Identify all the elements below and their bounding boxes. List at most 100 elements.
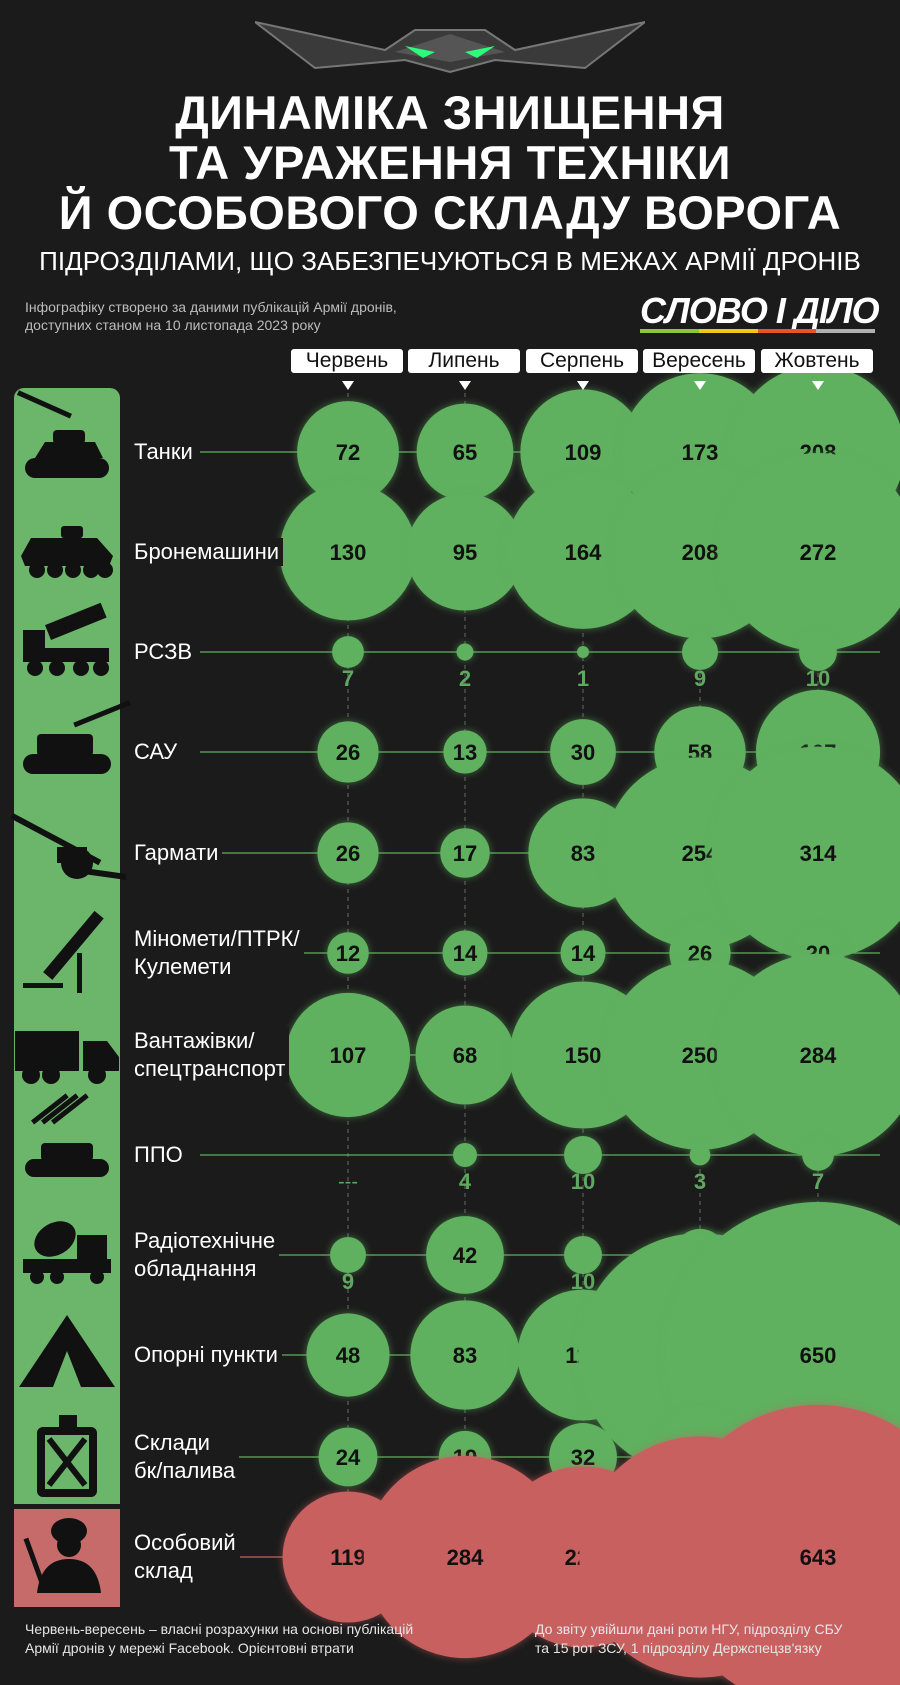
source-note-line-2: доступних станом на 10 листопада 2023 ро… xyxy=(25,317,321,333)
bubble xyxy=(297,401,399,503)
page-subtitle: ПІДРОЗДІЛАМИ, ЩО ЗАБЕЗПЕЧУЮТЬСЯ В МЕЖАХ … xyxy=(39,246,861,276)
bubble xyxy=(560,930,606,976)
month-arrow-icon xyxy=(459,381,471,390)
value-label: 4 xyxy=(459,1169,472,1194)
row-label-line: Вантажівки/ xyxy=(134,1028,255,1053)
bubble xyxy=(330,1237,366,1273)
fuel-can-icon xyxy=(37,1415,97,1497)
month-arrow-icon xyxy=(694,381,706,390)
bubble xyxy=(318,1427,378,1487)
bubble xyxy=(410,1300,520,1410)
row-label: РСЗВ xyxy=(134,638,197,666)
bubble xyxy=(285,992,411,1118)
value-label: 26 xyxy=(336,841,360,866)
bubble xyxy=(415,1005,515,1105)
rocket-launcher-icon xyxy=(23,602,109,676)
month-label: Вересень xyxy=(643,349,755,373)
month-label: Жовтень xyxy=(761,349,873,373)
value-label: 109 xyxy=(565,440,602,465)
value-label: 284 xyxy=(447,1545,484,1570)
value-label: 95 xyxy=(453,540,477,565)
row-label-line: Кулемети xyxy=(134,954,232,979)
bubble xyxy=(719,453,900,651)
row-label: Танки xyxy=(134,438,197,466)
value-label: 83 xyxy=(571,841,595,866)
value-label: 314 xyxy=(800,841,837,866)
value-label: 107 xyxy=(330,1043,367,1068)
value-label: 119 xyxy=(330,1545,366,1570)
source-note-line-1: Інфографіку створено за даними публікаці… xyxy=(25,299,397,315)
bubble xyxy=(453,1143,477,1167)
bubble xyxy=(317,721,379,783)
bubble xyxy=(456,643,474,661)
footnote-right-line-2: та 15 рот ЗСУ, 1 підрозділу Держспецзв'я… xyxy=(535,1640,822,1656)
drone-icon xyxy=(255,21,645,74)
bubble xyxy=(406,493,524,611)
row-label-line: спецтранспорт xyxy=(134,1056,286,1081)
value-label: 30 xyxy=(571,740,595,765)
row-label-line: Опорні пункти xyxy=(134,1342,278,1367)
value-label: 13 xyxy=(453,740,477,765)
bubble xyxy=(550,719,616,785)
row-label: Радіотехнічне обладнання xyxy=(134,1227,280,1283)
row-label-line: Радіотехнічне xyxy=(134,1228,276,1253)
bubble xyxy=(442,930,488,976)
mortar-icon xyxy=(23,910,104,993)
howitzer-icon xyxy=(10,813,127,880)
month-label: Червень xyxy=(291,349,403,373)
value-label: 9 xyxy=(342,1269,354,1294)
soldier-icon xyxy=(23,1518,101,1593)
row-label-line: Особовий xyxy=(134,1530,236,1555)
bubble xyxy=(564,1136,602,1174)
value-label: 130 xyxy=(330,540,367,565)
row-label-line: ППО xyxy=(134,1142,183,1167)
title-line-2: ТА УРАЖЕННЯ ТЕХНІКИ xyxy=(168,136,732,189)
logo-stripe-segment xyxy=(698,329,758,333)
bubble xyxy=(440,828,490,878)
footnote-right: До звіту увійшли дані роти НГУ, підрозді… xyxy=(535,1620,842,1658)
value-label: 2 xyxy=(459,666,471,691)
bubble xyxy=(317,822,379,884)
month-arrow-icon xyxy=(342,381,354,390)
value-label: 42 xyxy=(453,1243,477,1268)
bubble xyxy=(426,1216,504,1294)
value-label: 24 xyxy=(336,1445,361,1470)
row-label-line: Склади xyxy=(134,1430,210,1455)
logo-stripe xyxy=(640,329,875,333)
row-label-line: Міномети/ПТРК/ xyxy=(134,926,300,951)
row-label-line: обладнання xyxy=(134,1256,257,1281)
month-label: Серпень xyxy=(526,349,638,373)
logo-stripe-segment xyxy=(640,329,699,333)
bubble xyxy=(506,475,660,629)
value-label: 10 xyxy=(806,666,830,691)
value-label: 643 xyxy=(800,1545,837,1570)
bubble xyxy=(306,1313,390,1397)
value-label: 26 xyxy=(336,740,360,765)
bubble xyxy=(327,932,369,974)
value-label: 83 xyxy=(453,1343,477,1368)
value-label: 7 xyxy=(812,1169,824,1194)
value-label: 173 xyxy=(682,440,719,465)
row-label-line: склад xyxy=(134,1558,193,1583)
footnote-left-line-1: Червень-вересень – власні розрахунки на … xyxy=(25,1621,414,1637)
value-label: 284 xyxy=(800,1043,837,1068)
footnote-right-line-1: До звіту увійшли дані роти НГУ, підрозді… xyxy=(535,1621,843,1637)
bubble xyxy=(689,1144,711,1166)
air-defense-icon xyxy=(25,1093,109,1177)
value-label: 1 xyxy=(577,666,589,691)
bubble xyxy=(443,730,487,774)
bubble xyxy=(711,746,900,960)
row-label: Гармати xyxy=(134,839,223,867)
bubble xyxy=(799,633,837,671)
bubble xyxy=(564,1236,602,1274)
value-label: 48 xyxy=(336,1343,360,1368)
bubble xyxy=(577,646,589,658)
row-label-line: бк/палива xyxy=(134,1458,236,1483)
bubble xyxy=(416,403,514,501)
row-label-line: Танки xyxy=(134,439,193,464)
bubble xyxy=(279,483,417,621)
value-label: 250 xyxy=(682,1043,719,1068)
bubble xyxy=(802,1139,834,1171)
tent-icon xyxy=(19,1315,115,1387)
